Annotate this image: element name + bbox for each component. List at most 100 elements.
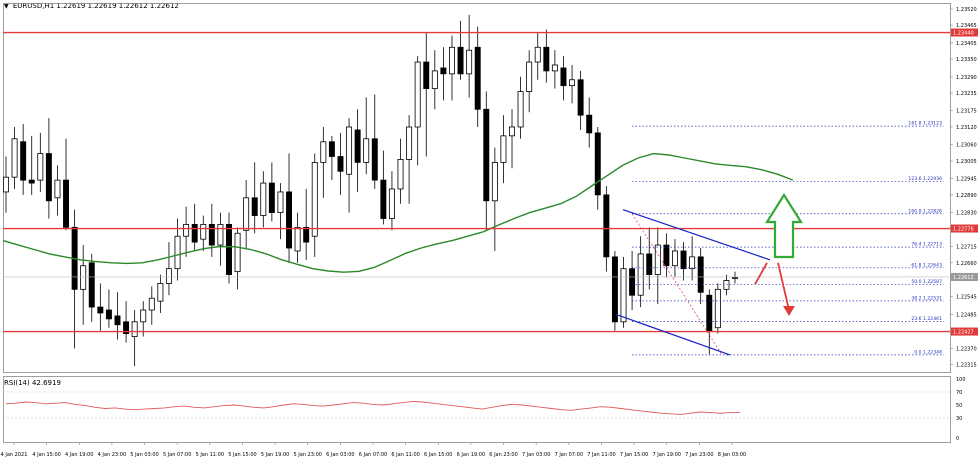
bull-candle: [534, 46, 541, 63]
rsi-level-label: 50: [956, 403, 962, 409]
bull-candle: [277, 191, 284, 213]
bear-candle: [483, 108, 490, 202]
bull-candle: [346, 126, 353, 175]
fib-level-label: 61.8 1.22643: [911, 262, 942, 268]
bear-candle: [114, 315, 121, 326]
price-tick-label: 1.23465: [956, 23, 977, 29]
fib-level-label: 50.0 1.22587: [911, 279, 942, 285]
down-arrow-icon: [783, 306, 795, 317]
price-tick-label: 1.22945: [956, 177, 977, 183]
bull-candle: [183, 223, 190, 237]
moving-average-line: [2, 152, 794, 273]
price-tick-label: 1.22485: [956, 312, 977, 318]
price-tick-label: 1.23235: [956, 91, 977, 97]
bull-candle: [671, 250, 678, 267]
price-tick-label: 1.22660: [956, 261, 977, 267]
bear-candle: [105, 309, 112, 320]
time-tick-label: 7 Jan 07:00: [555, 452, 583, 458]
bull-candle: [714, 288, 721, 329]
bull-candle: [654, 244, 661, 275]
time-tick-label: 6 Jan 23:00: [489, 452, 517, 458]
bear-candle: [28, 179, 35, 184]
time-tick-label: 5 Jan 19:00: [261, 452, 289, 458]
bull-candle: [732, 277, 738, 279]
bull-candle: [157, 283, 164, 302]
bear-candle: [560, 67, 567, 87]
channel-lower-line: [615, 313, 731, 356]
price-tick-label: 1.22370: [956, 346, 977, 352]
price-tick-label: 1.23520: [956, 7, 977, 13]
bull-candle: [500, 135, 507, 163]
fib-level-label: 123.6 1.22936: [908, 176, 942, 182]
fib-level-label: 0.0 1.22348: [914, 349, 942, 355]
time-tick-label: 4 Jan 2021: [1, 452, 28, 458]
collapse-triangle-icon[interactable]: ▼: [4, 3, 9, 10]
current-price-tag: [951, 272, 978, 281]
bear-candle: [63, 179, 70, 228]
price-tick-label: 1.22890: [956, 193, 977, 199]
price-tick-label: 1.23060: [956, 143, 977, 149]
time-tick-label: 5 Jan 23:00: [293, 452, 321, 458]
bull-candle: [131, 321, 138, 337]
time-tick-label: 5 Jan 03:00: [130, 452, 158, 458]
bull-candle: [217, 223, 224, 246]
bear-candle: [423, 61, 430, 90]
time-tick-label: 7 Jan 19:00: [652, 452, 680, 458]
bull-candle: [397, 159, 404, 190]
bull-candle: [620, 268, 627, 323]
price-tick-label: 1.23350: [956, 57, 977, 63]
bear-candle: [680, 250, 687, 270]
bear-candle: [543, 46, 550, 72]
bull-candle: [363, 138, 370, 163]
rsi-level-label: 100: [956, 377, 966, 383]
bear-candle: [123, 321, 130, 335]
time-tick-label: 7 Jan 11:00: [587, 452, 615, 458]
bear-candle: [88, 262, 95, 308]
bull-candle: [260, 182, 267, 216]
bear-candle: [354, 129, 361, 163]
chart-symbol-header: ▼ EURUSD,H1 1.22619 1.22619 1.22612 1.22…: [4, 2, 179, 10]
bull-candle: [466, 49, 473, 75]
price-tick-label: 1.22545: [956, 295, 977, 301]
bear-candle: [457, 46, 464, 75]
bull-candle: [174, 235, 181, 270]
fib-level-label: 38.2 1.22531: [911, 295, 942, 301]
bear-candle: [337, 156, 344, 172]
bull-candle: [165, 268, 172, 284]
bear-candle: [303, 226, 310, 243]
fib-level-label: 76.4 1.22713: [911, 242, 942, 248]
time-tick-label: 5 Jan 07:00: [163, 452, 191, 458]
price-tick-label: 1.23405: [956, 41, 977, 47]
rsi-level-label: 0: [956, 436, 959, 442]
current-price-tag-label: 1.22612: [953, 275, 974, 281]
bull-candle: [551, 64, 558, 72]
bull-candle: [3, 176, 9, 193]
time-tick-label: 4 Jan 23:00: [98, 452, 126, 458]
price-tick-label: 1.23175: [956, 109, 977, 115]
price-tick-label: 1.23120: [956, 125, 977, 131]
price-tick-label: 1.22715: [956, 245, 977, 251]
bear-candle: [706, 294, 713, 332]
ohlc-readout: 1.22619 1.22619 1.22612 1.22612: [56, 2, 179, 10]
up-arrow-icon: [765, 192, 803, 259]
bull-candle: [80, 265, 87, 290]
bear-candle: [629, 268, 636, 296]
bull-candle: [243, 197, 250, 231]
level-price-tag-label: 1.22427: [953, 330, 974, 336]
bear-candle: [603, 194, 610, 258]
bull-candle: [569, 79, 576, 87]
price-tick-label: 1.22315: [956, 363, 977, 369]
time-tick-label: 7 Jan 03:00: [522, 452, 550, 458]
bear-candle: [208, 223, 215, 246]
time-tick-label: 7 Jan 15:00: [620, 452, 648, 458]
bull-candle: [637, 253, 644, 296]
fib-level-label: 23.6 1.22461: [911, 316, 942, 322]
bear-candle: [380, 179, 387, 219]
time-tick-label: 6 Jan 11:00: [391, 452, 419, 458]
bear-candle: [191, 223, 198, 243]
price-tick-label: 1.22830: [956, 211, 977, 217]
time-tick-label: 4 Jan 19:00: [65, 452, 93, 458]
symbol-label: EURUSD,H1: [12, 2, 55, 10]
bull-candle: [449, 46, 455, 75]
